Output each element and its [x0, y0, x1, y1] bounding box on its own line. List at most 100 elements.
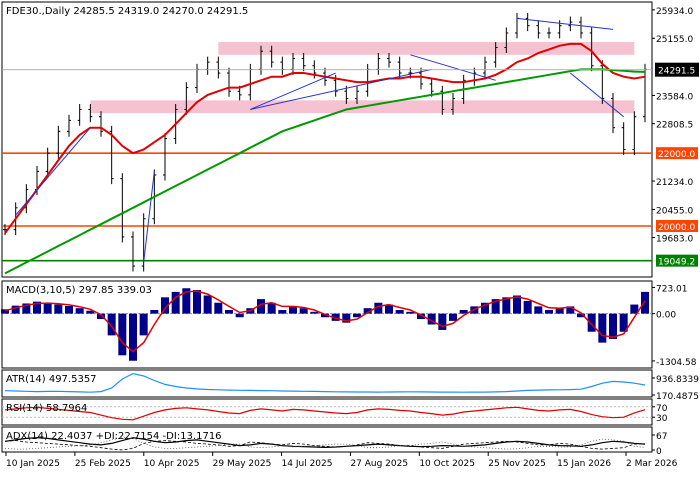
y-tick-label: 70 [656, 404, 668, 414]
level-tag [656, 220, 698, 233]
price-tag-label: 24291.5 [658, 67, 695, 77]
y-tick-label: 25155.0 [656, 35, 693, 45]
macd-histogram-bar [299, 308, 308, 314]
y-tick-label: 723.01 [656, 284, 688, 294]
macd-histogram-bar [395, 310, 404, 314]
level-tag-label: 22000.0 [658, 150, 695, 160]
pane-title: ADX(14) 22.4037 +DI:22.7154 -DI:13.1716 [6, 431, 222, 442]
chart-pane-0: 22000.0 20000.0 19049.2 25934.0 25155.0 23584… [1, 1, 699, 278]
macd-histogram-bar [598, 313, 607, 343]
pane-title: FDE30.,Daily 24285.5 24319.0 24270.0 242… [6, 6, 248, 17]
x-tick-label: 25 Nov 2025 [488, 459, 546, 469]
y-tick-label: 23584.0 [656, 92, 693, 102]
pane-frame [1, 426, 653, 453]
macd-histogram-bar [139, 313, 148, 336]
pane-frame [1, 398, 653, 426]
macd-histogram-bar [75, 308, 84, 314]
macd-histogram-bar [534, 306, 543, 314]
level-tag [656, 254, 698, 267]
macd-histogram-bar [22, 303, 31, 314]
y-tick-label: 19683.0 [656, 235, 693, 245]
macd-histogram-bar [491, 299, 500, 314]
macd-histogram-bar [566, 306, 575, 314]
macd-histogram-bar [86, 310, 95, 314]
x-tick-label: 29 May 2025 [213, 459, 272, 469]
pane-frame [1, 1, 653, 278]
pane-title: ATR(14) 497.5357 [6, 374, 97, 385]
macd-histogram-bar [235, 313, 244, 318]
y-tick-label: 25934.0 [656, 7, 693, 17]
x-tick-label: 2 Mar 2026 [626, 459, 678, 469]
macd-histogram-bar [1, 309, 9, 314]
macd-histogram-bar [150, 310, 159, 314]
macd-histogram-bar [641, 291, 649, 314]
macd-histogram-bar [278, 310, 287, 314]
macd-histogram-bar [513, 295, 521, 314]
macd-histogram-bar [481, 302, 489, 314]
macd-histogram-bar [587, 313, 596, 332]
series-line-line [4, 406, 646, 421]
macd-histogram-bar [257, 299, 265, 314]
y-tick-label: 21234.0 [656, 178, 693, 188]
level-tag-label: 20000.0 [658, 223, 695, 233]
macd-histogram-bar [427, 313, 436, 325]
macd-histogram-bar [171, 291, 180, 314]
chart-pane-2: 936.8339 170.4875 ATR(14) 497.5357 [1, 369, 699, 402]
price-tag [655, 62, 699, 77]
macd-histogram-bar [363, 308, 372, 314]
macd-histogram-bar [555, 308, 564, 314]
macd-histogram-bar [619, 313, 628, 332]
x-tick-label: 10 Apr 2025 [144, 459, 200, 469]
macd-histogram-bar [267, 302, 276, 314]
pane-title: RSI(14) 58.7964 [6, 403, 87, 414]
macd-histogram-bar [33, 301, 41, 314]
y-tick-label: 30 [656, 414, 668, 424]
pane-frame [1, 280, 653, 369]
macd-histogram-bar [449, 313, 457, 321]
macd-histogram-bar [545, 310, 553, 314]
macd-histogram-bar [193, 290, 201, 314]
chart-pane-1: 723.01 0.00 -1304.58 MACD(3,10,5) 297.85 33… [1, 280, 697, 369]
macd-histogram-bar [609, 313, 617, 339]
y-tick-label: 20455.0 [656, 206, 693, 216]
macd-histogram-bar [118, 313, 127, 356]
macd-histogram-bar [129, 313, 137, 361]
y-tick-label: -1304.58 [656, 358, 697, 368]
x-tick-label: 10 Oct 2025 [419, 459, 475, 469]
macd-histogram-bar [65, 306, 73, 314]
x-tick-label: 27 Aug 2025 [350, 459, 408, 469]
x-tick-label: 25 Feb 2025 [75, 459, 131, 469]
macd-histogram-bar [214, 302, 223, 314]
macd-histogram-bar [342, 313, 351, 323]
chart-pane-4: 67 0 ADX(14) 22.4037 +DI:22.7154 -DI:13.17… [1, 426, 667, 457]
y-tick-label: 67 [656, 432, 667, 442]
macd-histogram-bar [353, 313, 361, 318]
macd-histogram-bar [11, 305, 20, 314]
series-line-line [4, 372, 646, 393]
macd-histogram-bar [203, 295, 212, 314]
macd-histogram-bar [310, 311, 319, 314]
macd-histogram-bar [54, 304, 63, 314]
trend-line [516, 17, 614, 30]
macd-histogram-bar [43, 302, 52, 314]
y-tick-label: 936.8339 [656, 375, 699, 385]
macd-histogram-bar [161, 297, 169, 314]
macd-histogram-bar [417, 313, 425, 320]
macd-histogram-bar [182, 288, 191, 314]
series-line-+di [4, 440, 646, 451]
trend-line [410, 54, 496, 81]
macd-histogram-bar [107, 313, 116, 336]
y-tick-label: 0 [656, 447, 662, 457]
macd-histogram-bar [331, 313, 340, 321]
y-tick-label: 170.4875 [656, 392, 699, 402]
trend-line [570, 72, 624, 118]
series-line-signal [4, 290, 646, 353]
resistance-zone [218, 42, 635, 55]
macd-histogram-bar [97, 313, 105, 320]
y-tick-label: 0.00 [656, 311, 676, 321]
level-tag-label: 19049.2 [658, 258, 695, 268]
macd-histogram-bar [459, 310, 468, 314]
x-axis: 10 Jan 2025 25 Feb 2025 10 Apr 2025 29 May … [5, 452, 678, 469]
